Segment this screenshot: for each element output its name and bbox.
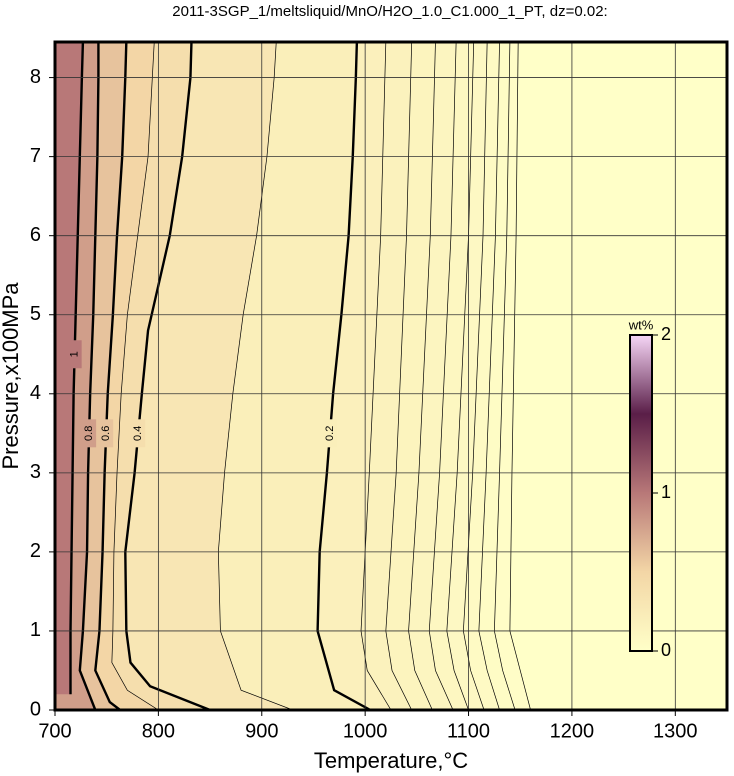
colorbar-label: wt% xyxy=(628,317,654,332)
x-tick-label: 700 xyxy=(38,720,71,742)
colorbar-tick-label: 1 xyxy=(661,482,671,502)
y-tick-label: 1 xyxy=(30,619,41,641)
y-tick-label: 7 xyxy=(30,145,41,167)
chart-title: 2011-3SGP_1/meltsliquid/MnO/H2O_1.0_C1.0… xyxy=(172,3,607,20)
y-tick-label: 6 xyxy=(30,224,41,246)
y-tick-label: 8 xyxy=(30,66,41,88)
contour-label-bg xyxy=(131,419,146,448)
colorbar xyxy=(629,334,653,652)
x-tick-label: 800 xyxy=(142,720,175,742)
x-tick-label: 900 xyxy=(245,720,278,742)
contour-label: 0.2 xyxy=(324,426,336,441)
frame xyxy=(53,40,729,712)
y-axis-label: Pressure,x100MPa xyxy=(0,282,23,470)
plot-area xyxy=(55,42,727,710)
contour-label-bg xyxy=(323,419,338,448)
contour-label-bg xyxy=(82,419,97,448)
x-tick-label: 1000 xyxy=(343,720,388,742)
contour-label-bg xyxy=(99,419,114,448)
y-tick-label: 4 xyxy=(30,382,41,404)
colorbar-tick-label: 2 xyxy=(661,324,671,344)
colorbar-tick-label: 0 xyxy=(661,640,671,660)
contour-label: 0.8 xyxy=(83,426,95,441)
y-tick-label: 5 xyxy=(30,303,41,325)
x-tick-label: 1200 xyxy=(550,720,595,742)
contour-label: 0.4 xyxy=(132,426,144,441)
x-tick-label: 1300 xyxy=(653,720,698,742)
y-tick-label: 0 xyxy=(30,698,41,720)
contour-label-bg xyxy=(67,340,82,369)
contour-label: 0.6 xyxy=(100,426,112,441)
contour-label: 1 xyxy=(69,351,81,357)
x-axis-label: Temperature,°C xyxy=(314,748,468,773)
x-tick-label: 1100 xyxy=(447,720,490,742)
y-tick-label: 3 xyxy=(30,461,41,483)
y-tick-label: 2 xyxy=(30,540,41,562)
